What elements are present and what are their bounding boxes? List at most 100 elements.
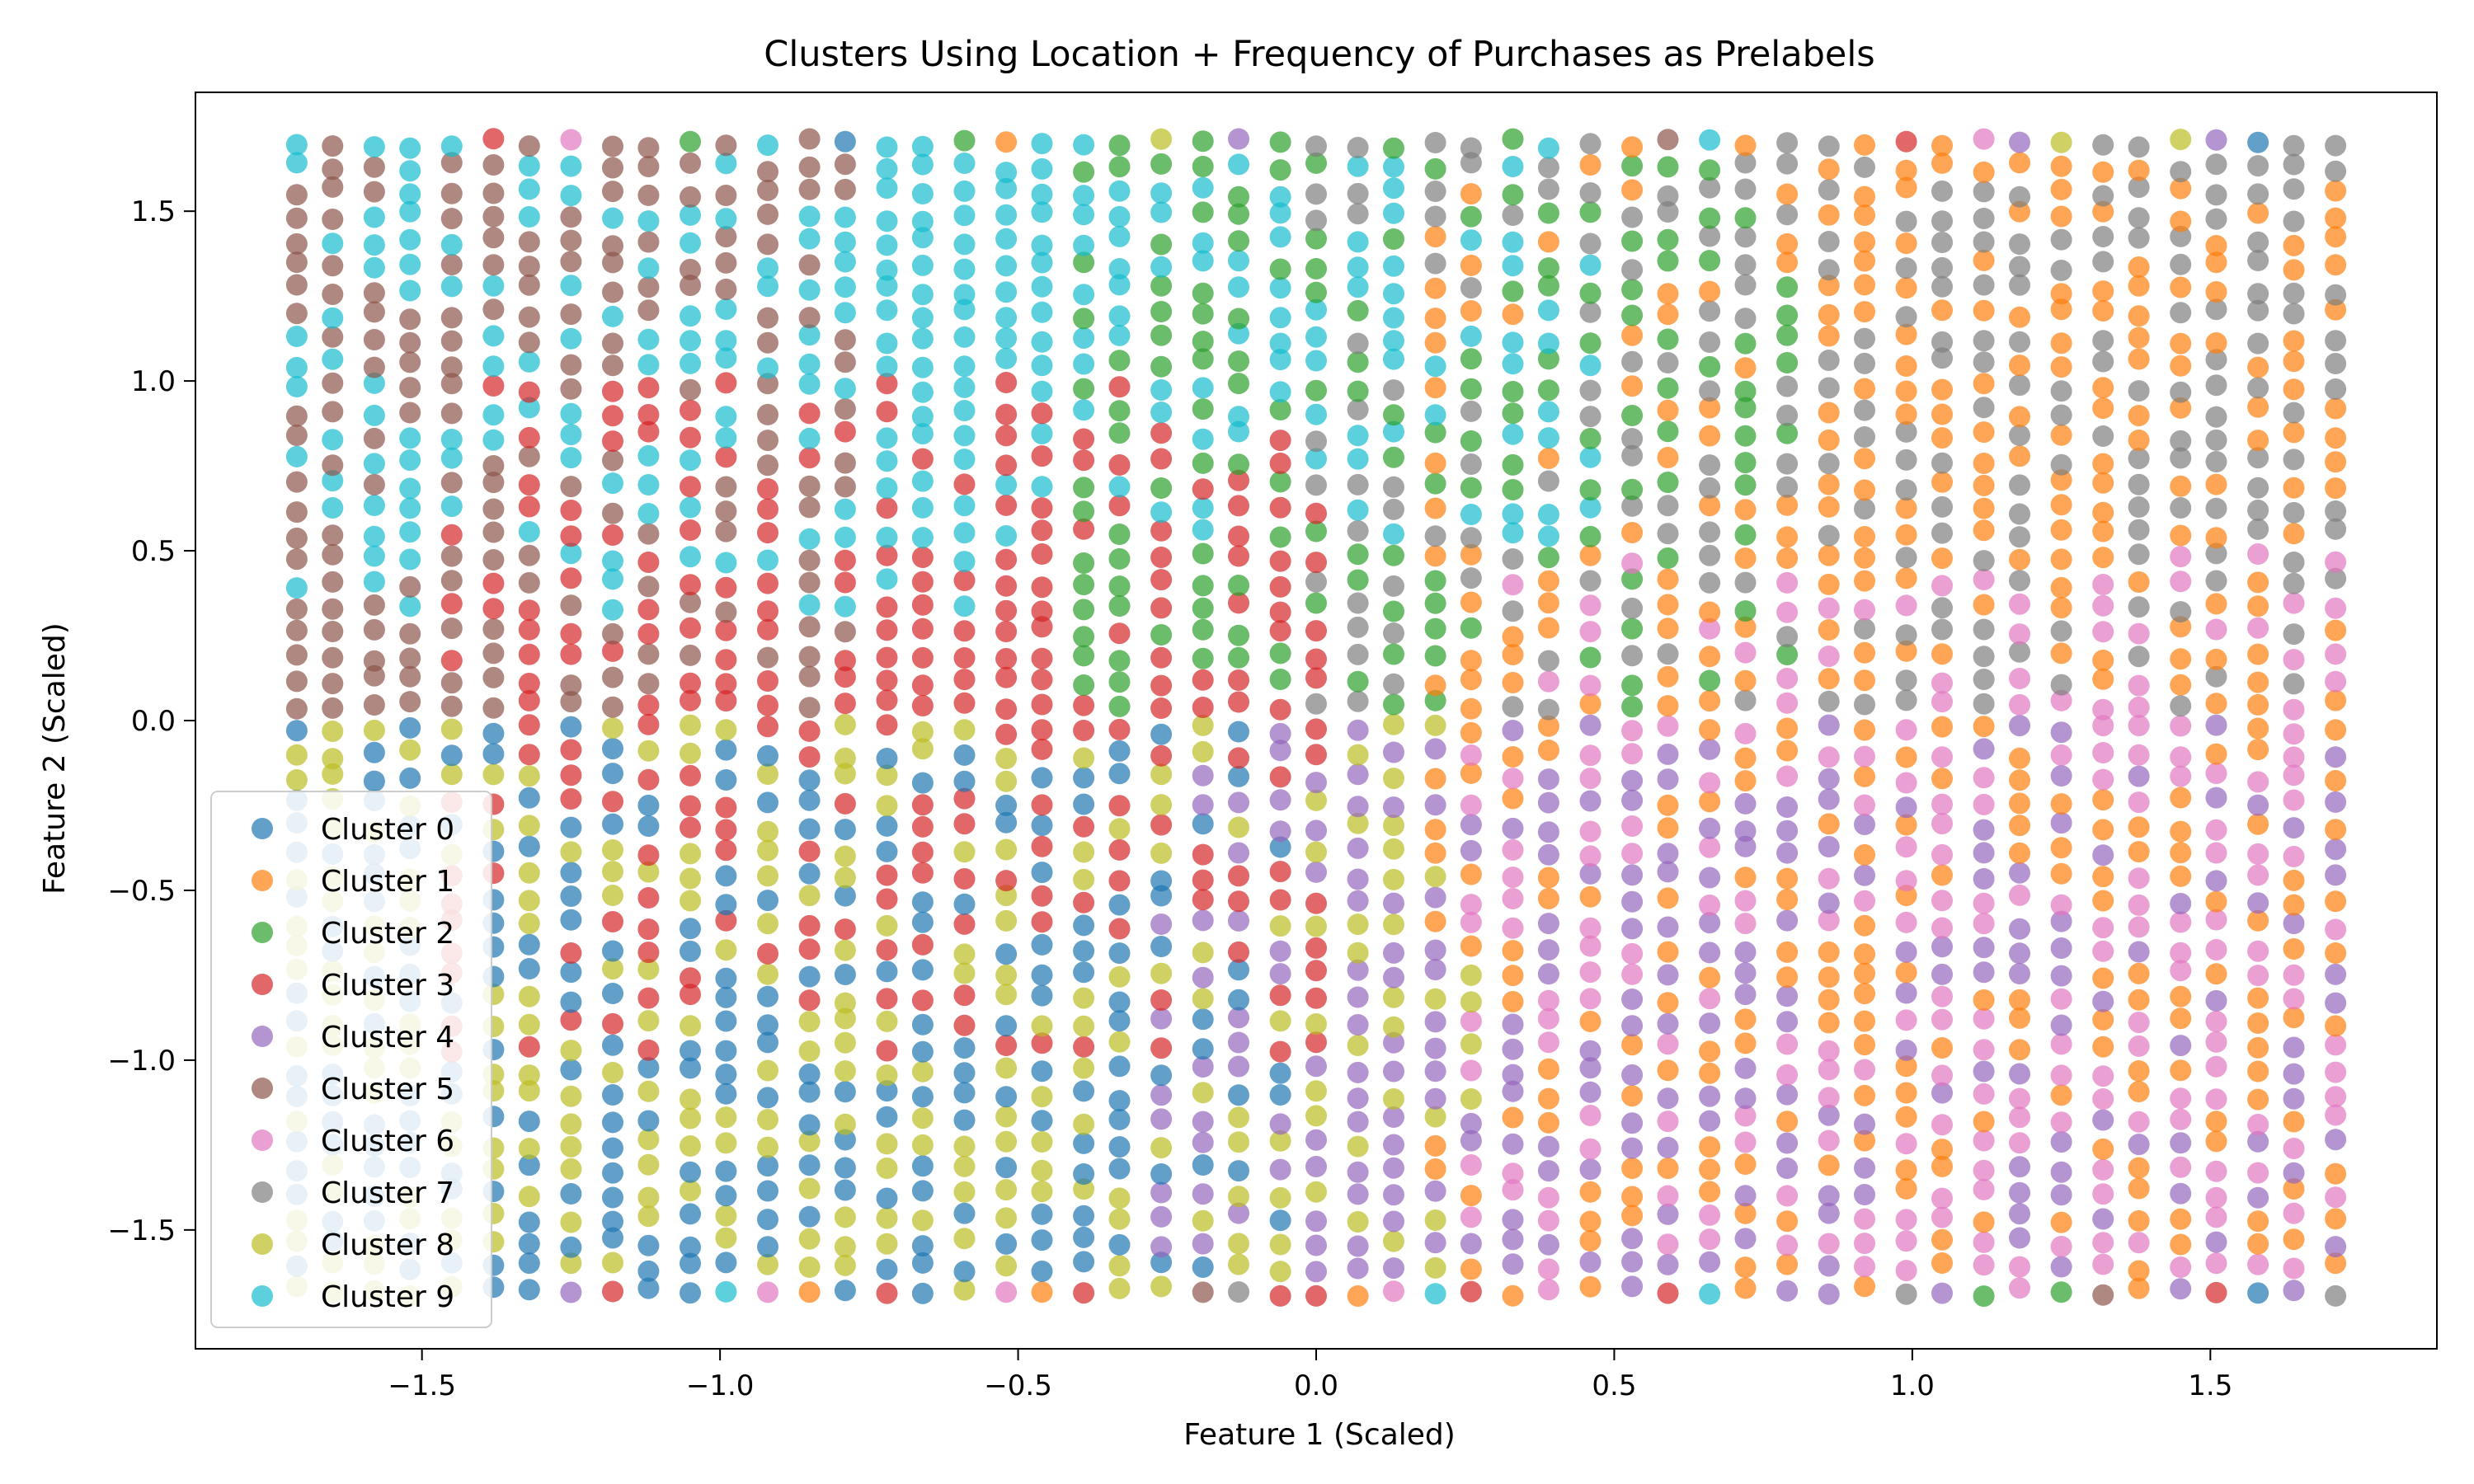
y-tick-label: 1.5 <box>131 195 176 228</box>
data-point-cluster-1 <box>1699 966 1721 989</box>
data-point-cluster-1 <box>1502 965 1524 987</box>
data-point-cluster-6 <box>2170 911 2192 933</box>
data-point-cluster-5 <box>834 178 856 200</box>
data-point-cluster-4 <box>1973 1060 1995 1082</box>
data-point-cluster-2 <box>1073 477 1095 499</box>
data-point-cluster-1 <box>1854 448 1875 470</box>
data-point-cluster-5 <box>798 616 821 638</box>
data-point-cluster-9 <box>1305 326 1327 348</box>
data-point-cluster-3 <box>1305 1284 1327 1307</box>
data-point-cluster-7 <box>2283 303 2305 325</box>
data-point-cluster-1 <box>1031 1281 1053 1303</box>
data-point-cluster-0 <box>876 815 898 837</box>
data-point-cluster-7 <box>1895 210 1917 232</box>
data-point-cluster-8 <box>911 1107 934 1129</box>
data-point-cluster-1 <box>1734 499 1757 521</box>
data-point-cluster-4 <box>1228 1007 1249 1029</box>
data-point-cluster-9 <box>715 208 737 230</box>
data-point-cluster-5 <box>637 276 660 298</box>
data-point-cluster-7 <box>2170 430 2192 452</box>
data-point-cluster-6 <box>2283 723 2305 745</box>
data-point-cluster-1 <box>1460 669 1482 691</box>
data-point-cluster-0 <box>2247 1282 2269 1304</box>
data-point-cluster-5 <box>757 161 778 183</box>
data-point-cluster-6 <box>1699 1204 1721 1226</box>
data-point-cluster-4 <box>2283 913 2305 935</box>
data-point-cluster-3 <box>518 744 540 766</box>
data-point-cluster-6 <box>2128 791 2150 814</box>
data-point-cluster-5 <box>482 254 505 276</box>
data-point-cluster-1 <box>1818 495 1840 518</box>
data-point-cluster-2 <box>1108 547 1131 570</box>
data-point-cluster-7 <box>2009 641 2030 663</box>
data-point-cluster-0 <box>798 789 821 811</box>
data-point-cluster-6 <box>1973 1159 1995 1181</box>
data-point-cluster-1 <box>1699 1040 1721 1063</box>
data-point-cluster-1 <box>2283 894 2305 916</box>
data-point-cluster-1 <box>1818 668 1840 690</box>
data-point-cluster-8 <box>757 1109 778 1130</box>
data-point-cluster-2 <box>1228 203 1249 225</box>
data-point-cluster-3 <box>911 862 934 884</box>
data-point-cluster-8 <box>798 1130 821 1153</box>
data-point-cluster-3 <box>680 984 701 1006</box>
data-point-cluster-0 <box>560 991 582 1013</box>
data-point-cluster-2 <box>1734 425 1757 447</box>
data-point-cluster-1 <box>2170 985 2192 1007</box>
data-point-cluster-7 <box>1305 135 1327 157</box>
data-point-cluster-8 <box>1031 1131 1053 1153</box>
data-point-cluster-3 <box>518 381 540 403</box>
data-point-cluster-6 <box>1895 1260 1917 1282</box>
data-point-cluster-9 <box>911 496 934 519</box>
data-point-cluster-2 <box>1192 618 1214 641</box>
data-point-cluster-2 <box>1108 671 1131 693</box>
data-point-cluster-7 <box>1734 571 1757 594</box>
data-point-cluster-4 <box>1579 1158 1602 1181</box>
data-point-cluster-7 <box>2009 186 2030 208</box>
data-point-cluster-4 <box>1305 1055 1327 1078</box>
data-point-cluster-1 <box>1895 1177 1917 1200</box>
data-point-cluster-1 <box>1895 746 1917 768</box>
data-point-cluster-9 <box>834 276 856 298</box>
data-point-cluster-5 <box>399 351 421 373</box>
data-point-cluster-9 <box>876 210 898 232</box>
data-point-cluster-5 <box>560 691 582 713</box>
data-point-cluster-1 <box>1657 817 1679 839</box>
data-point-cluster-0 <box>560 909 582 931</box>
data-point-cluster-1 <box>2283 421 2305 444</box>
data-point-cluster-5 <box>680 275 701 297</box>
data-point-cluster-6 <box>1931 1064 1953 1087</box>
data-point-cluster-6 <box>1657 1185 1679 1207</box>
data-point-cluster-5 <box>798 254 821 276</box>
data-point-cluster-7 <box>1657 352 1679 373</box>
data-point-cluster-8 <box>876 1158 898 1179</box>
data-point-cluster-6 <box>1537 670 1559 693</box>
data-point-cluster-1 <box>2283 1178 2305 1200</box>
data-point-cluster-9 <box>1537 137 1559 159</box>
data-point-cluster-9 <box>363 571 385 593</box>
data-point-cluster-4 <box>1192 1233 1214 1255</box>
data-point-cluster-7 <box>1460 453 1482 475</box>
data-point-cluster-6 <box>2170 1087 2192 1110</box>
data-point-cluster-4 <box>1734 962 1757 984</box>
data-point-cluster-7 <box>2128 176 2150 199</box>
data-point-cluster-9 <box>953 180 976 202</box>
data-point-cluster-1 <box>2283 938 2305 960</box>
data-point-cluster-6 <box>1854 1059 1875 1081</box>
data-point-cluster-4 <box>1931 1082 1953 1104</box>
data-point-cluster-9 <box>1031 380 1053 402</box>
data-point-cluster-1 <box>2009 200 2030 223</box>
data-point-cluster-1 <box>1895 355 1917 377</box>
data-point-cluster-0 <box>518 1154 540 1176</box>
data-point-cluster-9 <box>876 136 898 158</box>
data-point-cluster-2 <box>1657 250 1679 272</box>
data-point-cluster-9 <box>322 232 344 255</box>
data-point-cluster-6 <box>2283 988 2305 1010</box>
data-point-cluster-0 <box>715 1160 737 1182</box>
data-point-cluster-9 <box>911 406 934 428</box>
data-point-cluster-9 <box>1108 258 1131 279</box>
data-point-cluster-5 <box>363 650 385 672</box>
data-point-cluster-9 <box>715 1280 737 1303</box>
data-point-cluster-0 <box>798 1114 821 1136</box>
data-point-cluster-3 <box>1269 620 1291 642</box>
